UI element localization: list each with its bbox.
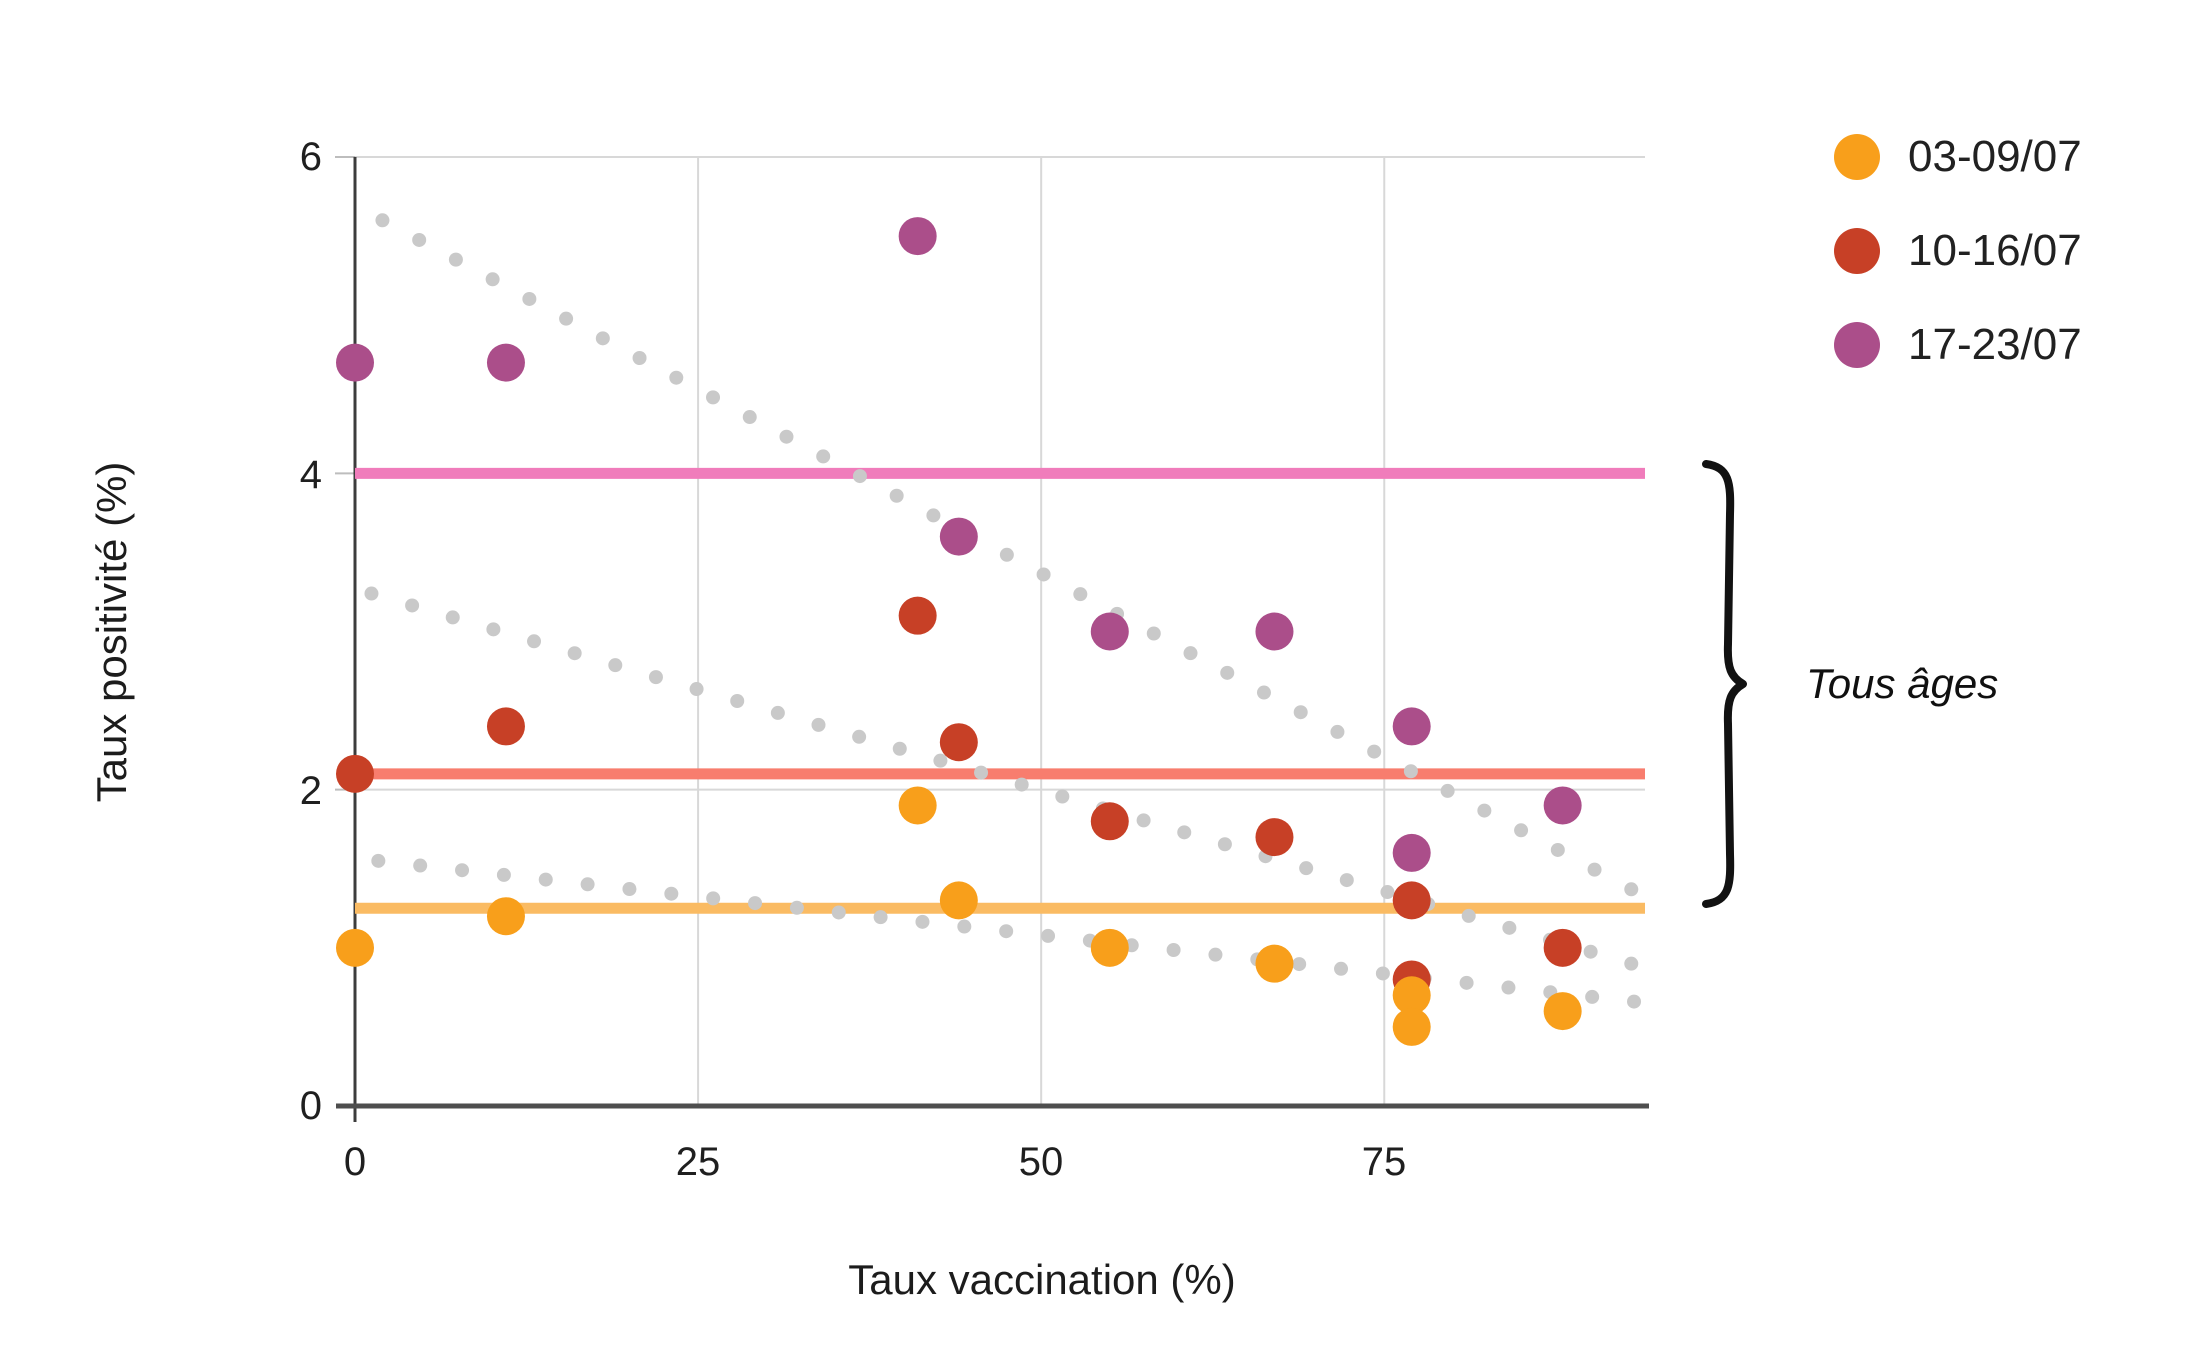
data-points bbox=[336, 217, 1582, 1046]
y-tick-label-0: 0 bbox=[299, 1084, 322, 1128]
legend-item-week3: 17-23/07 bbox=[1834, 322, 2082, 368]
y-tick-label-6: 6 bbox=[299, 135, 322, 179]
reference-lines bbox=[355, 467, 1645, 914]
x-tick-label-0: 0 bbox=[343, 1140, 367, 1184]
legend-dot-week3 bbox=[1834, 322, 1880, 368]
x-tick-label-75: 75 bbox=[1361, 1140, 1407, 1184]
legend-item-week1: 03-09/07 bbox=[1834, 134, 2082, 180]
legend-label-week2: 10-16/07 bbox=[1908, 226, 2082, 275]
legend-item-week2: 10-16/07 bbox=[1834, 228, 2082, 274]
series-10-16/07 bbox=[336, 596, 1582, 999]
x-tick-label-25: 25 bbox=[675, 1140, 721, 1184]
y-tick-label-2: 2 bbox=[299, 769, 322, 813]
x-axis-title: Taux vaccination (%) bbox=[848, 1256, 1236, 1303]
series-03-09/07 bbox=[336, 786, 1582, 1046]
annotation-tous-ages: Tous âges bbox=[1806, 660, 1999, 707]
legend-label-week3: 17-23/07 bbox=[1908, 320, 2082, 369]
trend-dotted-lines bbox=[364, 213, 1642, 1009]
y-axis-title: Taux positivité (%) bbox=[88, 461, 135, 803]
legend-label-week1: 03-09/07 bbox=[1908, 132, 2082, 181]
y-tick-label-4: 4 bbox=[299, 453, 322, 497]
tous-ages-brace bbox=[1702, 460, 1747, 908]
series-17-23/07 bbox=[336, 217, 1582, 872]
legend: 03-09/07 10-16/07 17-23/07 bbox=[1834, 134, 2082, 416]
legend-dot-week2 bbox=[1834, 228, 1880, 274]
x-tick-label-50: 50 bbox=[1018, 1140, 1064, 1184]
legend-dot-week1 bbox=[1834, 134, 1880, 180]
